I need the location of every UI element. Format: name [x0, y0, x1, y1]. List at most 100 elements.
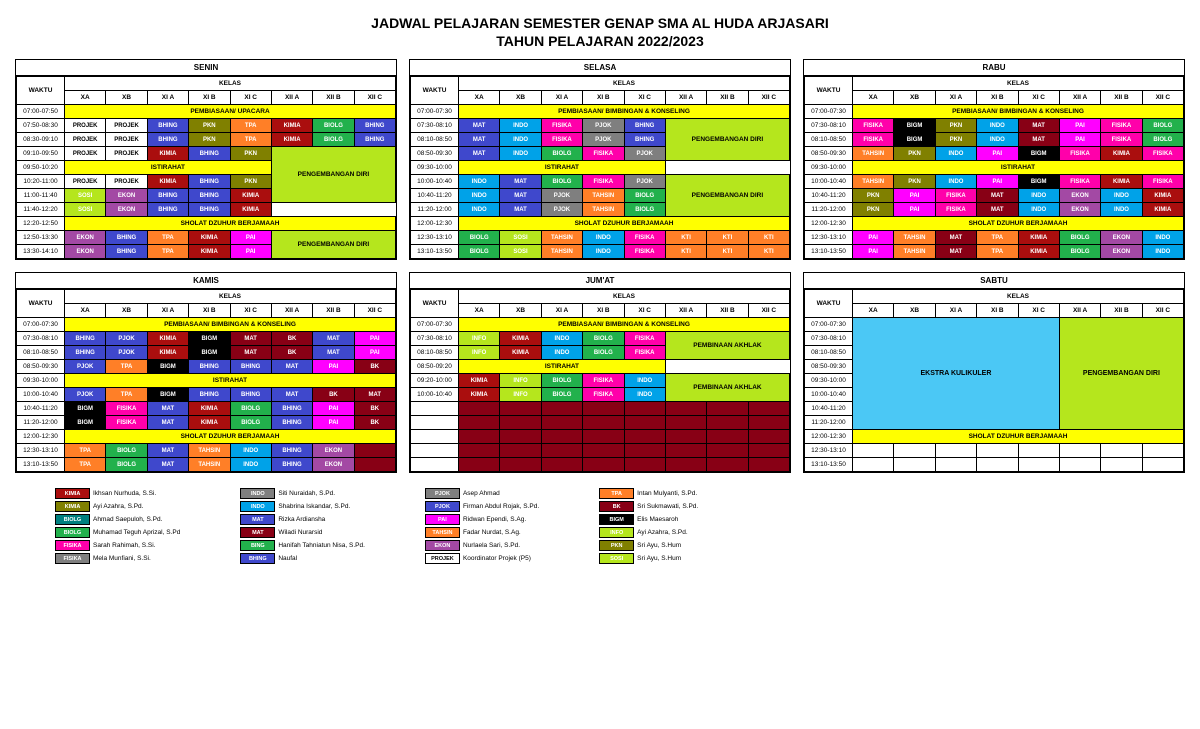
subject-cell: MAT: [271, 360, 312, 374]
subject-cell: INDO: [935, 147, 976, 161]
subject-cell: KIMIA: [147, 175, 188, 189]
subject-cell: EKON: [1101, 245, 1142, 259]
subject-cell: PKN: [935, 119, 976, 133]
subject-cell: BHING: [271, 444, 312, 458]
legend-row: BKSri Sukmawati, S.Pd.: [599, 501, 698, 512]
subject-cell: BK: [354, 402, 395, 416]
subject-cell: KIMIA: [1018, 245, 1059, 259]
subject-cell: BHING: [354, 133, 395, 147]
time-cell: [411, 416, 459, 430]
subject-cell: MAT: [147, 402, 188, 416]
subject-cell: INFO: [500, 374, 541, 388]
subject-cell: INDO: [1101, 189, 1142, 203]
subject-cell: BHING: [624, 119, 665, 133]
subject-cell: BIOLG: [459, 245, 500, 259]
subject-cell: FISIKA: [1142, 147, 1183, 161]
subject-cell: MAT: [500, 189, 541, 203]
legend-box: PKN: [599, 540, 634, 551]
legend-row: PROJEKKoordinator Projek (P5): [425, 553, 539, 564]
span-row: SHOLAT DZUHUR BERJAMAAH: [459, 217, 790, 231]
time-cell: 08:10-08:50: [805, 133, 853, 147]
time-cell: 09:30-10:00: [805, 161, 853, 175]
subject-cell: MAT: [977, 189, 1018, 203]
time-cell: 10:40-11:20: [805, 402, 853, 416]
subject-cell: INDO: [583, 245, 624, 259]
subject-cell: BIOLG: [583, 332, 624, 346]
legend-box: BK: [599, 501, 634, 512]
subject-cell: PAI: [1059, 133, 1100, 147]
subject-cell: BIOLG: [1142, 133, 1183, 147]
subject-cell: KIMIA: [147, 332, 188, 346]
time-cell: 12:50-13:30: [17, 231, 65, 245]
subject-cell: INFO: [459, 332, 500, 346]
legend-row: BIGMElis Maesaroh: [599, 514, 698, 525]
subject-cell: BHING: [189, 175, 230, 189]
subject-cell: FISIKA: [624, 245, 665, 259]
legend-row: KIMIAIkhsan Nurhuda, S.Si.: [55, 488, 180, 499]
subject-cell: MAT: [313, 346, 354, 360]
subject-cell: BHING: [189, 147, 230, 161]
legend-box: INDO: [240, 488, 275, 499]
span-row: ISTIRAHAT: [459, 360, 666, 374]
subject-cell: PROJEK: [106, 147, 147, 161]
subject-cell: BIOLG: [1059, 231, 1100, 245]
subject-cell: KIMIA: [1142, 203, 1183, 217]
subject-cell: MAT: [147, 458, 188, 472]
legend-row: BIOLGAhmad Saepuloh, S.Pd.: [55, 514, 180, 525]
legend-row: INDOSiti Nuraidah, S.Pd.: [240, 488, 365, 499]
subject-cell: MAT: [977, 203, 1018, 217]
subject-cell: BHING: [106, 231, 147, 245]
subject-cell: KTI: [665, 231, 706, 245]
subject-cell: KIMIA: [189, 231, 230, 245]
subject-cell: PROJEK: [65, 119, 106, 133]
time-cell: 10:00-10:40: [805, 175, 853, 189]
subject-cell: PJOK: [65, 360, 106, 374]
span-row: ISTIRAHAT: [65, 374, 396, 388]
legend-box: KIMIA: [55, 501, 90, 512]
subject-cell: BHING: [147, 133, 188, 147]
subject-cell: TPA: [65, 458, 106, 472]
subject-cell: MAT: [1018, 119, 1059, 133]
subject-cell: SOSI: [500, 245, 541, 259]
subject-cell: BIGM: [65, 416, 106, 430]
subject-cell: TPA: [977, 245, 1018, 259]
time-cell: 10:00-10:40: [17, 388, 65, 402]
legend-name: Ridwan Ependi, S.Ag.: [463, 516, 526, 523]
day-header: RABU: [804, 60, 1184, 76]
subject-cell: INDO: [583, 231, 624, 245]
merge-block: PEMBINAAN AKHLAK: [665, 332, 789, 360]
subject-cell: EKON: [313, 444, 354, 458]
time-cell: [411, 444, 459, 458]
subject-cell: BHING: [230, 388, 271, 402]
legend-box: FISIKA: [55, 553, 90, 564]
subject-cell: FISIKA: [106, 402, 147, 416]
legend-name: Ahmad Saepuloh, S.Pd.: [93, 516, 162, 523]
legend-row: KIMIAAyi Azahra, S.Pd.: [55, 501, 180, 512]
subject-cell: PROJEK: [106, 133, 147, 147]
subject-cell: BHING: [230, 360, 271, 374]
subject-cell: PJOK: [583, 119, 624, 133]
time-cell: 12:30-13:10: [805, 444, 853, 458]
subject-cell: KIMIA: [1101, 175, 1142, 189]
legend-name: Wiladi Nurarsid: [278, 529, 322, 536]
subject-cell: KIMIA: [230, 189, 271, 203]
time-cell: [411, 430, 459, 444]
subject-cell: KIMIA: [459, 374, 500, 388]
subject-cell: KIMIA: [1101, 147, 1142, 161]
subject-cell: BIOLG: [230, 416, 271, 430]
subject-cell: KTI: [665, 245, 706, 259]
time-cell: 10:00-10:40: [805, 388, 853, 402]
span-row: SHOLAT DZUHUR BERJAMAAH: [65, 430, 396, 444]
subject-cell: TPA: [106, 388, 147, 402]
subject-cell: EKON: [1059, 203, 1100, 217]
subject-cell: BHING: [189, 189, 230, 203]
legend-box: PAI: [425, 514, 460, 525]
time-cell: 07:30-08:10: [411, 119, 459, 133]
subject-cell: TPA: [65, 444, 106, 458]
subject-cell: BIOLG: [313, 119, 354, 133]
legend-row: MATRizka Ardiansha: [240, 514, 365, 525]
legend-name: Ayi Azahra, S.Pd.: [93, 503, 143, 510]
legend-name: Elis Maesaroh: [637, 516, 678, 523]
time-cell: 08:30-09:10: [17, 133, 65, 147]
legend-row: TPAIntan Mulyanti, S.Pd.: [599, 488, 698, 499]
